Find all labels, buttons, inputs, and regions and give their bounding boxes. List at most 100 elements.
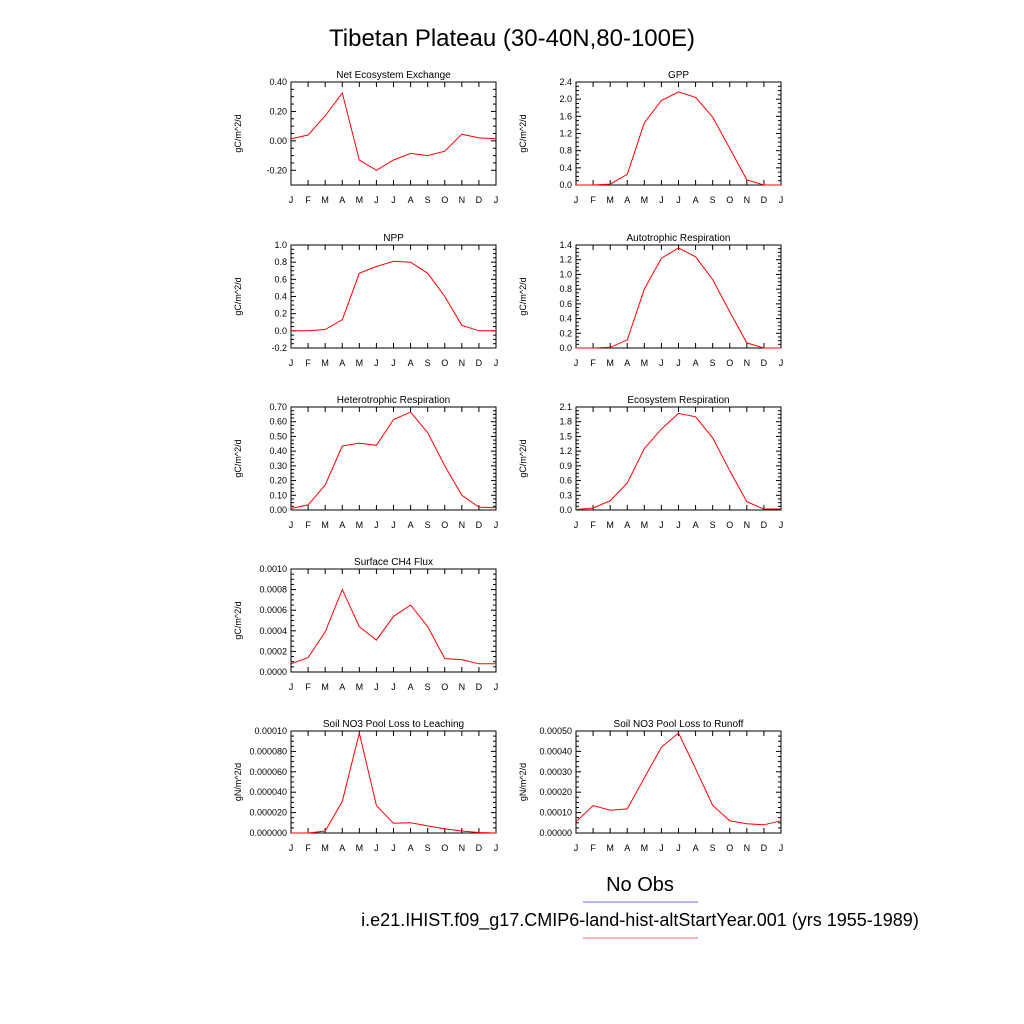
x-tick-label: A (408, 682, 414, 692)
series-line-1 (290, 411, 497, 509)
y-tick-label: 1.5 (559, 431, 572, 441)
series-line-1 (291, 260, 496, 332)
panel-title: Heterotrophic Respiration (337, 395, 450, 406)
x-tick-label: S (710, 195, 716, 205)
y-tick-label: 0.000080 (249, 746, 287, 756)
x-tick-label: A (408, 843, 414, 853)
legend-obs-label: No Obs (606, 874, 674, 896)
y-tick-label: 0.00010 (254, 726, 287, 736)
plot-frame (575, 81, 782, 186)
y-tick-label: 0.6 (559, 476, 572, 486)
x-tick-label: J (374, 843, 379, 853)
y-tick-label: 0.00010 (539, 808, 572, 818)
y-tick-label: 0.0004 (259, 626, 287, 636)
panel-6: Ecosystem Respiration 0.0 0.3 0.6 0.9 1.2 1.5 1… (518, 395, 783, 530)
y-tick-label: 0.000060 (249, 767, 287, 777)
x-tick-label: A (408, 520, 414, 530)
x-tick-label: M (356, 358, 364, 368)
y-axis-label: gC/m^2/d (518, 114, 528, 152)
y-tick-label: 0.0 (559, 505, 572, 515)
plot-frame (290, 568, 497, 673)
x-tick-label: N (744, 195, 751, 205)
x-tick-label: J (574, 195, 579, 205)
y-tick-label: 0.40 (269, 77, 287, 87)
plot-frame (575, 244, 782, 349)
x-tick-label: M (641, 843, 649, 853)
x-tick-label: J (676, 843, 681, 853)
y-tick-label: 0.0 (559, 180, 572, 190)
y-tick-label: 0.20 (269, 476, 287, 486)
x-tick-label: J (779, 195, 784, 205)
y-tick-label: 0.8 (559, 146, 572, 156)
y-tick-label: 0.50 (269, 431, 287, 441)
x-tick-label: A (408, 195, 414, 205)
x-tick-label: F (305, 682, 311, 692)
x-tick-label: J (574, 520, 579, 530)
panel-9: Soil NO3 Pool Loss to Runoff 0.00000 0.000… (518, 719, 783, 853)
x-tick-label: M (356, 520, 364, 530)
x-tick-label: J (676, 195, 681, 205)
x-tick-label: S (710, 843, 716, 853)
plot-frame (290, 406, 497, 511)
x-tick-label: M (641, 520, 649, 530)
x-tick-label: M (606, 520, 614, 530)
y-tick-label: 1.2 (559, 255, 572, 265)
x-tick-label: J (659, 843, 664, 853)
x-tick-label: J (779, 843, 784, 853)
x-tick-label: O (726, 358, 733, 368)
x-tick-label: N (459, 682, 466, 692)
figure-title: Tibetan Plateau (30-40N,80-100E) (329, 25, 695, 52)
x-tick-label: A (624, 358, 630, 368)
series-line-1 (291, 732, 497, 834)
x-tick-label: N (459, 843, 466, 853)
x-tick-label: M (321, 682, 329, 692)
y-tick-label: 0.000040 (249, 787, 287, 797)
y-tick-label: 0.3 (559, 490, 572, 500)
y-axis-label: gC/m^2/d (233, 114, 243, 152)
series-line-1 (576, 91, 781, 186)
x-tick-label: D (761, 843, 768, 853)
x-tick-label: O (441, 520, 448, 530)
x-tick-label: O (726, 195, 733, 205)
x-tick-label: S (425, 358, 431, 368)
x-tick-label: J (391, 195, 396, 205)
y-tick-label: 0.6 (274, 274, 287, 284)
x-tick-label: M (606, 843, 614, 853)
x-tick-label: J (659, 195, 664, 205)
x-tick-label: N (459, 520, 466, 530)
y-tick-label: 1.4 (559, 240, 572, 250)
x-tick-label: F (590, 358, 596, 368)
x-tick-label: S (425, 195, 431, 205)
x-tick-label: F (590, 843, 596, 853)
legend-case-label: i.e21.IHIST.f09_g17.CMIP6-land-hist-altS… (361, 910, 919, 931)
y-tick-label: 0.000000 (249, 828, 287, 838)
x-tick-label: A (339, 843, 345, 853)
y-tick-label: 0.6 (559, 299, 572, 309)
y-tick-label: 0.8 (559, 284, 572, 294)
x-tick-label: A (693, 843, 699, 853)
series-line-1 (290, 588, 496, 665)
plot-frame (290, 730, 497, 834)
panel-4: Autotrophic Respiration 0.0 0.2 0.4 0.6 0.8 1.… (518, 233, 783, 368)
plot-frame (290, 244, 497, 349)
legend: No Obs i.e21.IHIST.f09_g17.CMIP6-land-hi… (361, 874, 919, 939)
series-line-1 (575, 412, 781, 510)
x-tick-label: J (659, 520, 664, 530)
x-tick-label: M (321, 843, 329, 853)
x-tick-label: F (590, 195, 596, 205)
y-tick-label: 1.6 (559, 111, 572, 121)
x-tick-label: O (441, 682, 448, 692)
y-tick-label: 1.0 (559, 269, 572, 279)
x-tick-label: O (441, 195, 448, 205)
series-line-1 (575, 732, 782, 826)
x-tick-label: A (339, 520, 345, 530)
y-tick-label: 0.0 (274, 326, 287, 336)
x-tick-label: J (676, 358, 681, 368)
x-tick-label: J (289, 195, 294, 205)
y-tick-label: 0.0006 (259, 605, 287, 615)
panel-title: Ecosystem Respiration (627, 395, 729, 406)
y-tick-label: 0.30 (269, 461, 287, 471)
panel-title: Soil NO3 Pool Loss to Runoff (614, 719, 744, 730)
